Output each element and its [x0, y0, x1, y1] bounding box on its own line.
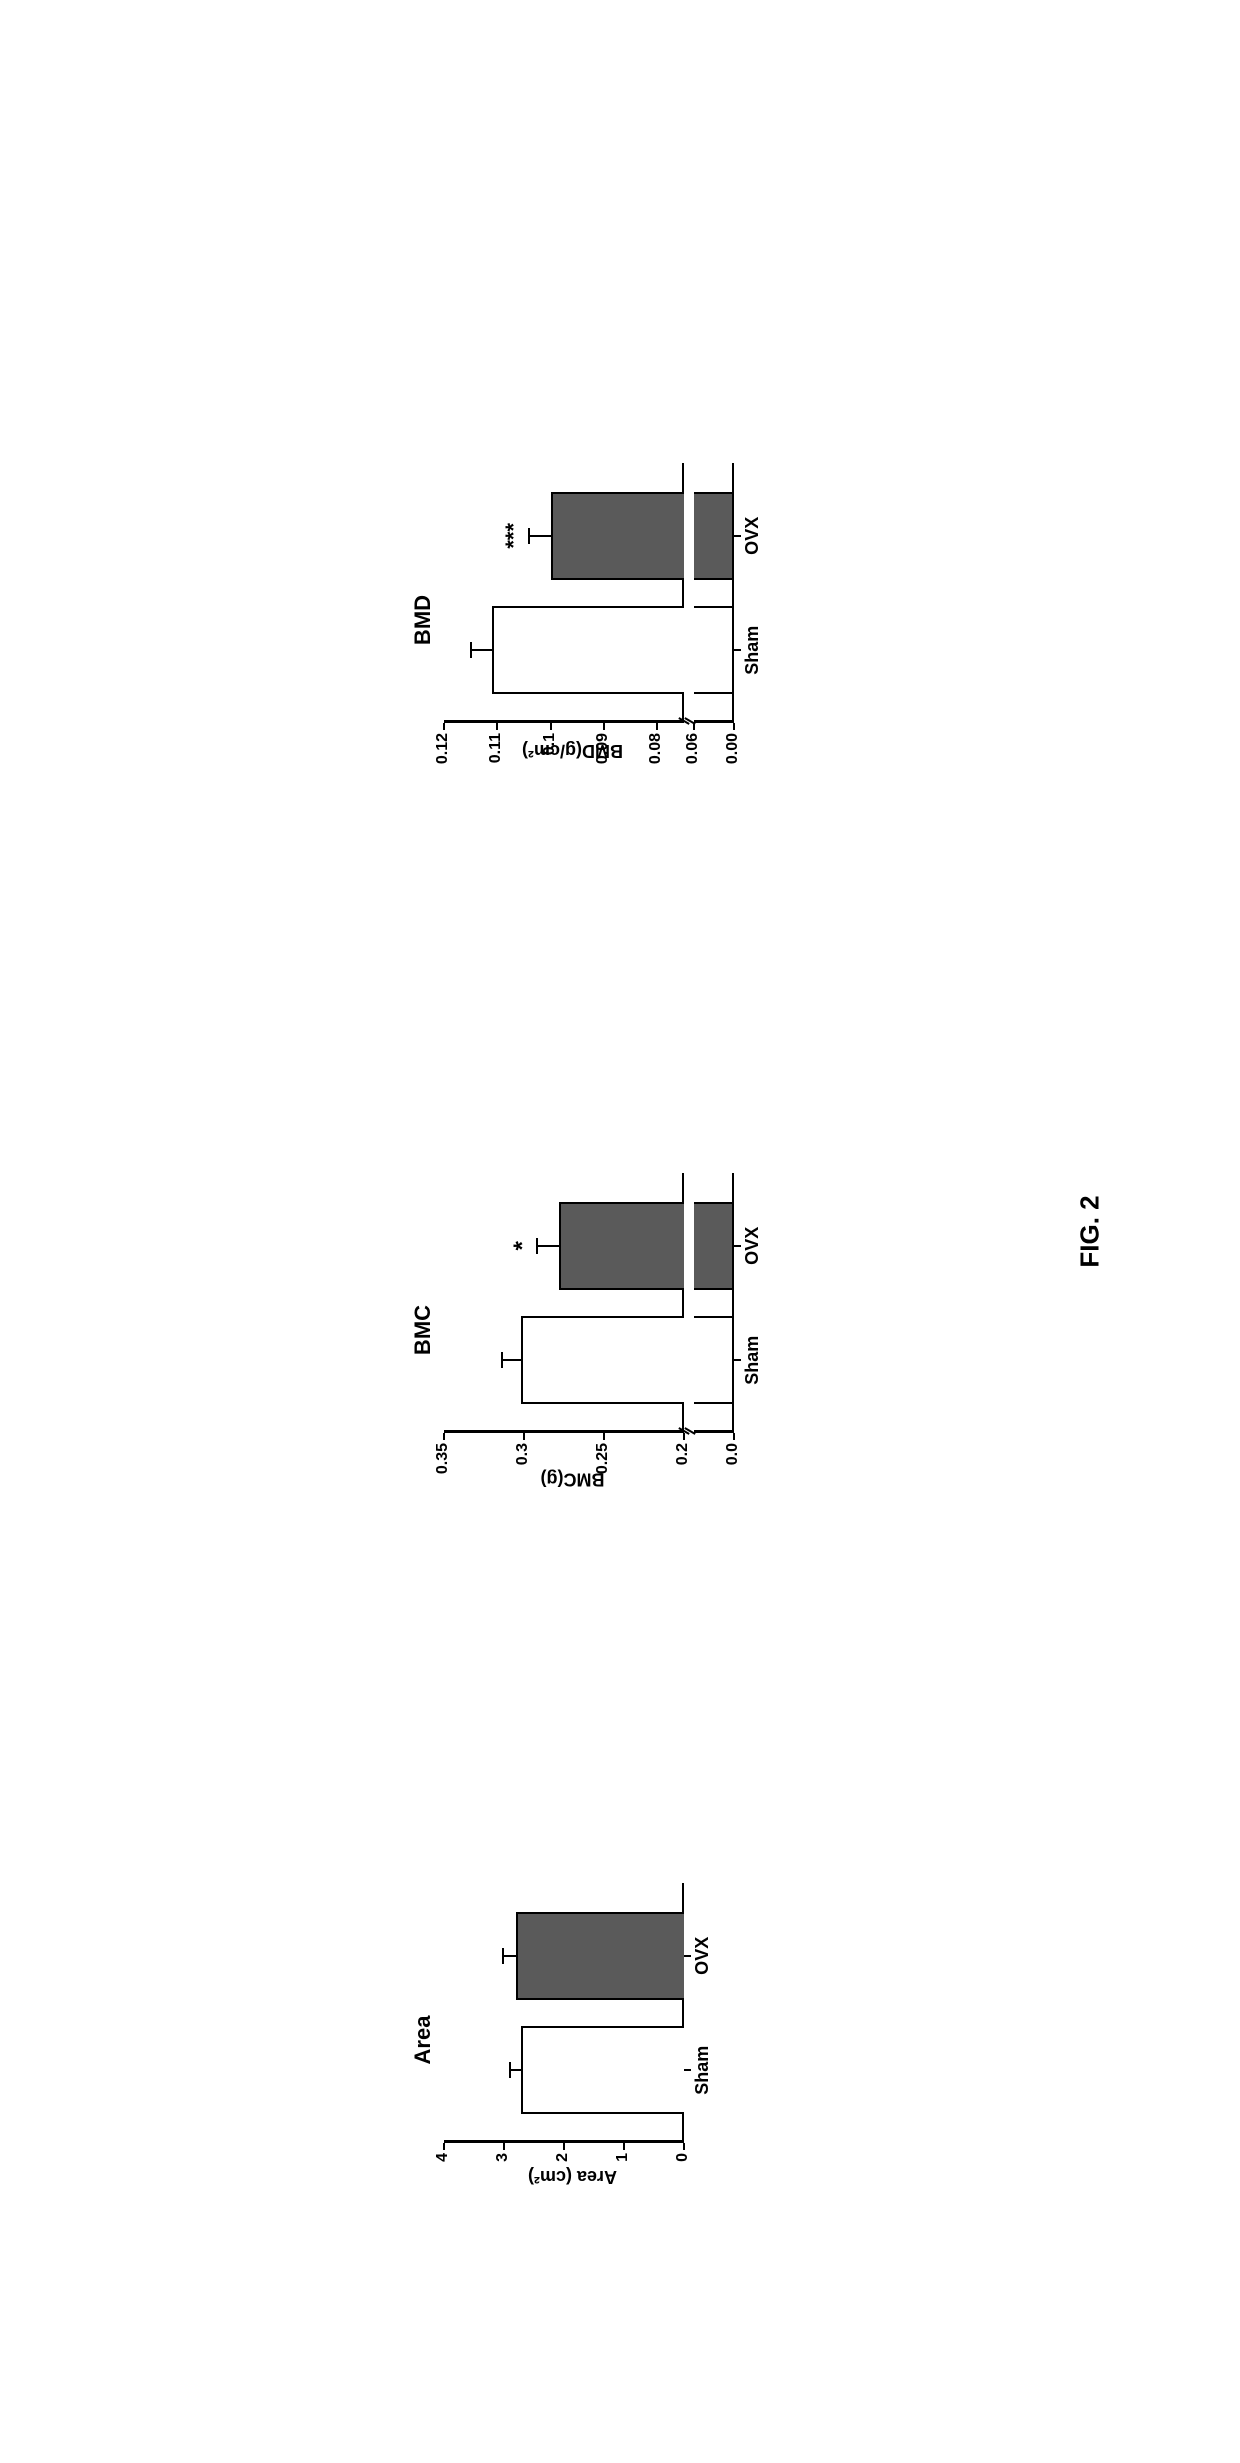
y-axis-lower — [694, 1431, 734, 1434]
error-bar — [537, 1245, 559, 1247]
y-tick — [623, 2143, 625, 2150]
bar-stub-sham — [694, 1316, 734, 1404]
chart-panel-bmd: BMD 0.080.090.10.110.12Sham***OVX0.000.06… — [410, 455, 830, 785]
y-tick-label: 0.11 — [487, 733, 505, 781]
y-tick — [443, 2143, 445, 2150]
bar-sham — [492, 606, 684, 694]
x-tick — [734, 535, 741, 537]
error-bar-cap — [502, 1948, 504, 1964]
chart-panel-bmc: BMC 0.20.250.30.35Sham*OVX0.0 BMC(g) — [410, 1165, 830, 1495]
chart-title: Area — [410, 1875, 436, 2205]
bar-ovx — [559, 1202, 684, 1290]
x-axis — [732, 463, 735, 723]
y-axis-label: BMD(g/cm²) — [522, 740, 623, 761]
x-tick — [734, 1245, 741, 1247]
y-tick-label: 0.3 — [514, 1443, 532, 1491]
y-tick — [693, 723, 695, 730]
chart-panel-area: Area 01234ShamOVX Area (cm²) — [410, 1875, 830, 2205]
y-tick — [733, 723, 735, 730]
y-tick-label: 0.00 — [724, 733, 742, 781]
y-tick-label: 0.0 — [724, 1443, 742, 1491]
y-tick — [563, 2143, 565, 2150]
chart-title: BMD — [410, 455, 436, 785]
error-bar — [502, 1359, 521, 1361]
x-tick — [734, 1359, 741, 1361]
y-tick — [656, 723, 658, 730]
y-tick — [443, 1433, 445, 1440]
y-tick-label: 0.06 — [684, 733, 702, 781]
category-label: Sham — [742, 596, 763, 704]
significance-marker: *** — [501, 492, 527, 580]
y-tick-label: 0 — [674, 2153, 692, 2201]
y-tick-label: 0.2 — [674, 1443, 692, 1491]
y-axis-label: BMC(g) — [541, 1469, 605, 1490]
error-bar — [503, 1955, 516, 1957]
x-tick — [684, 1955, 691, 1957]
error-bar — [529, 535, 550, 537]
y-axis — [444, 1431, 684, 1434]
bar-sham — [521, 2026, 684, 2114]
plot-area: 01234ShamOVX — [444, 1883, 684, 2143]
y-tick-label: 0.35 — [434, 1443, 452, 1491]
y-tick-label: 0.12 — [434, 733, 452, 781]
y-tick — [733, 1433, 735, 1440]
bar-ovx — [551, 492, 684, 580]
y-tick — [443, 723, 445, 730]
x-tick — [684, 2069, 691, 2071]
plot-area: 0.080.090.10.110.12Sham***OVX0.000.06 — [444, 463, 734, 723]
y-tick — [603, 1433, 605, 1440]
category-label: OVX — [692, 1902, 713, 2010]
chart-title: BMC — [410, 1165, 436, 1495]
y-tick — [683, 1433, 685, 1440]
y-tick — [496, 723, 498, 730]
bar-ovx — [516, 1912, 684, 2000]
error-bar — [510, 2069, 521, 2071]
figure-label: FIG. 2 — [1075, 1172, 1106, 1292]
y-axis-label: Area (cm²) — [528, 2166, 617, 2187]
y-axis — [444, 721, 684, 724]
significance-marker: * — [509, 1202, 537, 1290]
error-bar-cap — [501, 1352, 503, 1368]
y-tick-label: 4 — [434, 2153, 452, 2201]
error-bar-cap — [509, 2062, 511, 2078]
bar-stub-sham — [694, 606, 734, 694]
y-tick — [503, 2143, 505, 2150]
y-tick-label: 3 — [494, 2153, 512, 2201]
y-tick — [523, 1433, 525, 1440]
category-label: OVX — [742, 1192, 763, 1300]
y-tick — [603, 723, 605, 730]
error-bar — [471, 649, 492, 651]
bar-sham — [521, 1316, 684, 1404]
category-label: Sham — [692, 2016, 713, 2124]
x-axis — [732, 1173, 735, 1433]
bar-stub-ovx — [694, 1202, 734, 1290]
bar-stub-ovx — [694, 492, 734, 580]
y-tick — [683, 2143, 685, 2150]
error-bar-cap — [528, 528, 530, 544]
y-tick-label: 0.08 — [647, 733, 665, 781]
x-tick — [734, 649, 741, 651]
category-label: OVX — [742, 482, 763, 590]
y-axis-lower — [694, 721, 734, 724]
error-bar-cap — [470, 642, 472, 658]
category-label: Sham — [742, 1306, 763, 1414]
y-tick — [550, 723, 552, 730]
plot-area: 0.20.250.30.35Sham*OVX0.0 — [444, 1173, 734, 1433]
